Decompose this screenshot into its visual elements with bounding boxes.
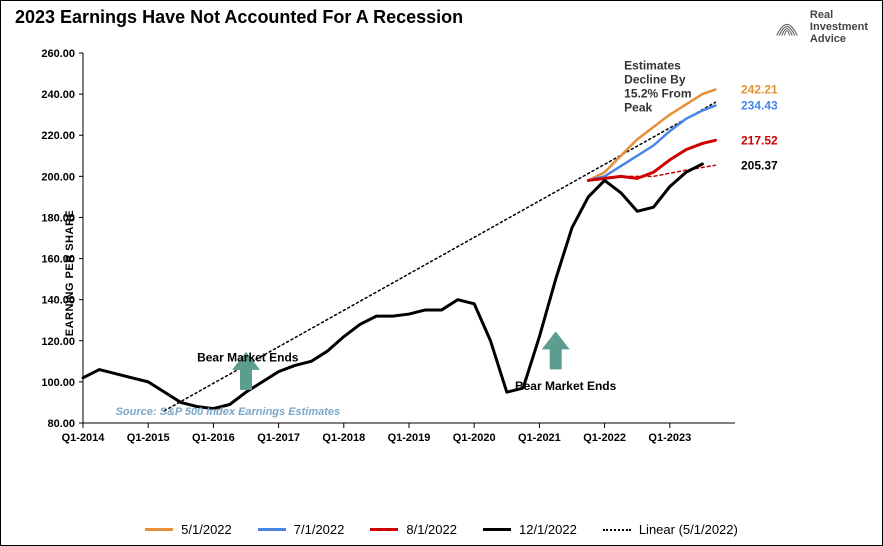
svg-text:200.00: 200.00 — [41, 171, 75, 183]
brand-line3: Advice — [810, 33, 868, 45]
brand-text: Real Investment Advice — [810, 9, 868, 45]
svg-text:Q1-2023: Q1-2023 — [648, 432, 691, 444]
svg-text:Q1-2019: Q1-2019 — [388, 432, 431, 444]
chart-frame: 2023 Earnings Have Not Accounted For A R… — [0, 0, 883, 546]
legend-swatch — [145, 528, 173, 531]
brand-line2: Investment — [810, 21, 868, 33]
plot-svg: 80.00100.00120.00140.00160.00180.00200.0… — [79, 47, 795, 465]
svg-text:180.00: 180.00 — [41, 212, 75, 224]
brand-logo: Real Investment Advice — [770, 9, 868, 45]
legend-label: Linear (5/1/2022) — [639, 522, 738, 537]
brand-line1: Real — [810, 9, 868, 21]
svg-text:205.37: 205.37 — [741, 158, 778, 172]
svg-text:260.00: 260.00 — [41, 48, 75, 60]
svg-text:160.00: 160.00 — [41, 254, 75, 266]
legend-item: 7/1/2022 — [258, 522, 345, 537]
legend-swatch — [370, 528, 398, 531]
svg-text:Source: S&P 500 Index Earnings: Source: S&P 500 Index Earnings Estimates — [116, 406, 341, 418]
svg-text:Q1-2022: Q1-2022 — [583, 432, 626, 444]
legend-swatch — [483, 528, 511, 531]
svg-text:Q1-2018: Q1-2018 — [322, 432, 365, 444]
svg-text:234.43: 234.43 — [741, 99, 778, 113]
svg-text:220.00: 220.00 — [41, 130, 75, 142]
svg-text:15.2% From: 15.2% From — [624, 86, 691, 100]
svg-text:Estimates: Estimates — [624, 58, 681, 72]
y-axis-label: EARNING PER SHARE — [64, 210, 76, 336]
svg-text:140.00: 140.00 — [41, 295, 75, 307]
legend-item: 5/1/2022 — [145, 522, 232, 537]
chart-title: 2023 Earnings Have Not Accounted For A R… — [15, 7, 463, 28]
svg-text:217.52: 217.52 — [741, 133, 778, 147]
legend: 5/1/2022 7/1/2022 8/1/2022 12/1/2022 Linear … — [1, 522, 882, 537]
svg-text:120.00: 120.00 — [41, 336, 75, 348]
svg-text:Peak: Peak — [624, 100, 652, 114]
svg-text:242.21: 242.21 — [741, 83, 778, 97]
fingerprint-icon — [770, 10, 804, 44]
legend-item: 8/1/2022 — [370, 522, 457, 537]
legend-swatch — [603, 529, 631, 531]
svg-text:80.00: 80.00 — [47, 418, 75, 430]
svg-text:Q1-2014: Q1-2014 — [62, 432, 106, 444]
svg-text:Q1-2017: Q1-2017 — [257, 432, 300, 444]
legend-label: 12/1/2022 — [519, 522, 577, 537]
svg-text:Q1-2015: Q1-2015 — [127, 432, 170, 444]
plot-area: 80.00100.00120.00140.00160.00180.00200.0… — [79, 47, 795, 465]
svg-text:Decline By: Decline By — [624, 72, 686, 86]
svg-text:240.00: 240.00 — [41, 89, 75, 101]
svg-text:Q1-2021: Q1-2021 — [518, 432, 561, 444]
legend-item: Linear (5/1/2022) — [603, 522, 738, 537]
svg-text:Bear Market Ends: Bear Market Ends — [515, 379, 617, 393]
legend-label: 5/1/2022 — [181, 522, 232, 537]
legend-swatch — [258, 528, 286, 531]
legend-label: 8/1/2022 — [406, 522, 457, 537]
svg-text:Bear Market Ends: Bear Market Ends — [197, 350, 299, 364]
legend-label: 7/1/2022 — [294, 522, 345, 537]
svg-text:100.00: 100.00 — [41, 377, 75, 389]
svg-text:Q1-2016: Q1-2016 — [192, 432, 235, 444]
svg-text:Q1-2020: Q1-2020 — [453, 432, 496, 444]
legend-item: 12/1/2022 — [483, 522, 577, 537]
